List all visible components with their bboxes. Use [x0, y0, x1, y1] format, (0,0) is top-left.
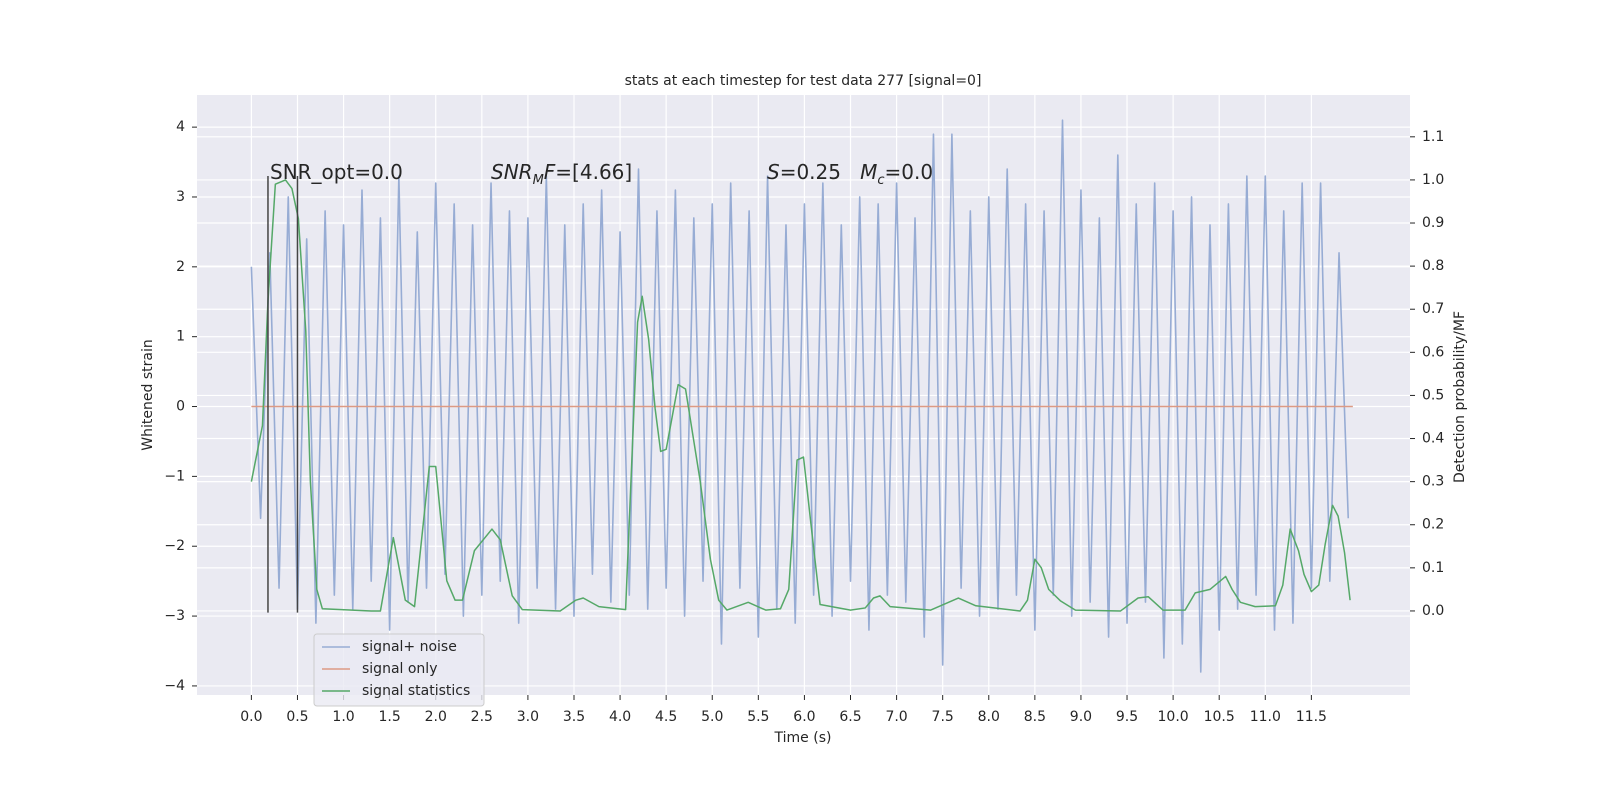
series-line: [250, 119, 1350, 673]
x-tick-label: 8.5: [1024, 709, 1046, 725]
y2-tick-label: 0.9: [1422, 215, 1444, 231]
annotation: SNR_opt=0.0: [270, 160, 403, 184]
legend-box: [313, 633, 485, 707]
y2-tick-label: 0.1: [1422, 560, 1444, 576]
annotation: S=0.25 Mc=0.0: [767, 160, 933, 189]
x-tick-label: 5.0: [701, 709, 723, 725]
x-tick-label: 1.5: [379, 709, 401, 725]
y2-tick-label: 0.4: [1422, 431, 1444, 447]
annotation-part: S: [767, 160, 780, 184]
x-tick-label: 11.0: [1250, 709, 1281, 725]
x-tick-label: 4.0: [609, 709, 631, 725]
y2-tick-label: 0.6: [1422, 344, 1444, 360]
y-tick-label: −4: [164, 678, 185, 694]
annotation-part: M: [860, 160, 877, 184]
y-tick-label: 0: [176, 399, 185, 415]
y2-tick-label: 0.5: [1422, 387, 1444, 403]
y2-tick-label: 0.8: [1422, 258, 1444, 274]
y-tick-label: 2: [176, 259, 185, 275]
y2-tick-label: 0.3: [1422, 474, 1444, 490]
x-tick-label: 4.5: [655, 709, 677, 725]
y-tick-label: 1: [176, 329, 185, 345]
x-axis-label: Time (s): [774, 730, 832, 746]
x-tick-label: 3.0: [517, 709, 539, 725]
annotation: SNRMF=[4.66]: [491, 160, 632, 189]
y2-tick-label: 0.0: [1422, 603, 1444, 619]
y2-tick-label: 1.1: [1422, 129, 1444, 145]
x-tick-label: 11.5: [1296, 709, 1327, 725]
x-tick-label: 8.0: [978, 709, 1000, 725]
x-tick-label: 3.5: [563, 709, 585, 725]
chart-title: stats at each timestep for test data 277…: [625, 73, 982, 89]
x-tick-label: 10.0: [1158, 709, 1189, 725]
annotation-part: =0.0: [885, 160, 934, 184]
y2-tick-label: 1.0: [1422, 172, 1444, 188]
x-tick-label: 9.5: [1116, 709, 1138, 725]
x-tick-label: 6.5: [839, 709, 861, 725]
x-tick-label: 1.0: [332, 709, 354, 725]
y-axis-label: Whitened strain: [140, 339, 156, 450]
x-tick-label: 0.0: [240, 709, 262, 725]
legend-label: signal+ noise: [362, 639, 457, 655]
series-line: [250, 179, 1351, 612]
y-tick-label: −1: [164, 468, 185, 484]
x-tick-label: 10.5: [1204, 709, 1235, 725]
y-tick-label: 4: [176, 119, 185, 135]
annotation-part: F: [544, 160, 556, 184]
x-tick-label: 0.5: [286, 709, 308, 725]
annotation-part: =[4.66]: [555, 160, 632, 184]
annotation-part: M: [533, 173, 544, 188]
y-tick-label: 3: [176, 189, 185, 205]
x-tick-label: 5.5: [747, 709, 769, 725]
annotation-part: SNR: [491, 160, 533, 184]
x-tick-label: 9.0: [1070, 709, 1092, 725]
x-tick-label: 2.5: [471, 709, 493, 725]
x-tick-label: 7.0: [885, 709, 907, 725]
y2-tick-label: 0.7: [1422, 301, 1444, 317]
y-tick-label: −3: [164, 608, 185, 624]
y2-tick-label: 0.2: [1422, 517, 1444, 533]
legend-label: signal only: [362, 661, 437, 677]
x-tick-label: 2.0: [425, 709, 447, 725]
annotation-part: =0.25: [780, 160, 860, 184]
y2-axis-label: Detection probability/MF: [1452, 311, 1468, 483]
y-tick-label: −2: [164, 538, 185, 554]
annotation-part: c: [877, 173, 884, 188]
legend-label: signal statistics: [362, 683, 470, 699]
x-tick-label: 7.5: [932, 709, 954, 725]
annotation-part: SNR_opt=0.0: [270, 160, 403, 184]
x-tick-label: 6.0: [793, 709, 815, 725]
